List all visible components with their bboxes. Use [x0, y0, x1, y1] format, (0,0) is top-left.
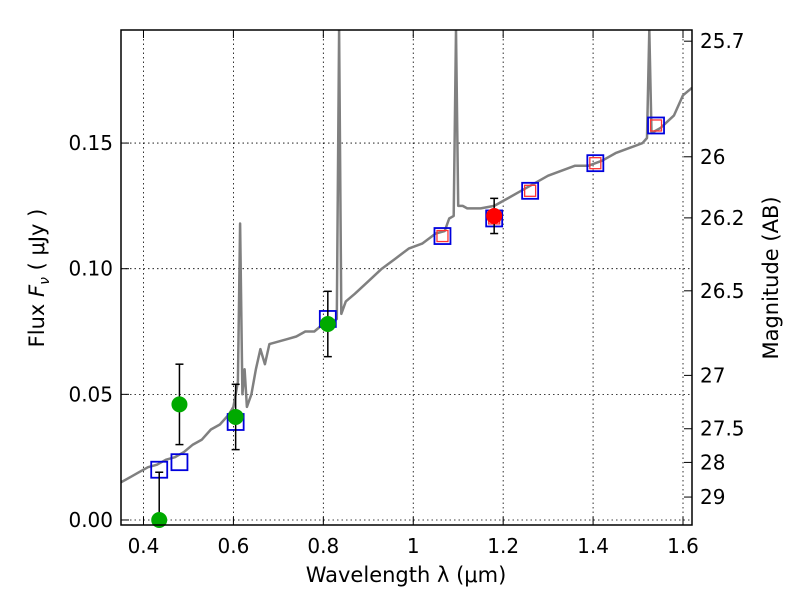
y2-tick-label: 27: [700, 363, 725, 387]
detection-point: [151, 511, 168, 528]
y-tick-label: 0.10: [68, 257, 113, 281]
y2-tick-label: 26: [700, 145, 725, 169]
series-open-square: [150, 116, 665, 479]
series-line: [121, 30, 692, 484]
series: [121, 30, 692, 528]
x-tick-label: 0.4: [128, 534, 160, 558]
y2-tick-label: 26.5: [700, 279, 745, 303]
upper-limit-point: [523, 184, 537, 197]
series-filled-circle: [151, 290, 336, 528]
spectrum-line: [121, 30, 692, 484]
x-tick-label: 0.8: [307, 534, 339, 558]
model-photometry-point: [170, 453, 189, 472]
grid: [121, 30, 692, 525]
x-tick-label: 1: [407, 534, 420, 558]
x-tick-label: 1.4: [577, 534, 609, 558]
x-tick-label: 1.2: [487, 534, 519, 558]
y2-tick-label: 27.5: [700, 417, 745, 441]
detection-point: [319, 315, 336, 332]
y2-tick-label: 28: [700, 450, 725, 474]
model-photometry-point: [586, 154, 605, 173]
y2-axis-title: Magnitude (AB): [759, 196, 783, 359]
y-tick-label: 0.00: [68, 508, 113, 532]
upper-limit-point: [589, 157, 602, 170]
plot-background: [121, 30, 692, 525]
y2-tick-label: 26.2: [700, 206, 745, 230]
detection-point: [486, 207, 503, 224]
series-filled-circle: [486, 197, 503, 235]
x-tick-label: 1.6: [667, 534, 699, 558]
x-axis-title: Wavelength λ (μm): [306, 563, 507, 587]
ticks: 0.4 0.6 0.8 1 1.2 1.4 1.6 0.00 0.05 0.10 0.15 25.7 2…: [68, 29, 744, 558]
y-tick-label: 0.05: [68, 382, 113, 406]
y2-tick-label: 29: [700, 485, 725, 509]
model-photometry-point: [647, 116, 665, 135]
detection-point: [227, 408, 244, 425]
y2-tick-label: 25.7: [700, 29, 745, 53]
model-photometry-point: [521, 181, 540, 200]
upper-limit-point: [649, 119, 663, 132]
y-axis-title: Flux Fν ( μJy ): [25, 209, 53, 348]
upper-limit-point: [436, 229, 449, 243]
y-tick-label: 0.15: [68, 131, 113, 155]
model-photometry-point: [433, 227, 452, 245]
detection-point: [171, 396, 188, 413]
plot-frame: [120, 29, 693, 526]
x-tick-label: 0.6: [217, 534, 249, 558]
